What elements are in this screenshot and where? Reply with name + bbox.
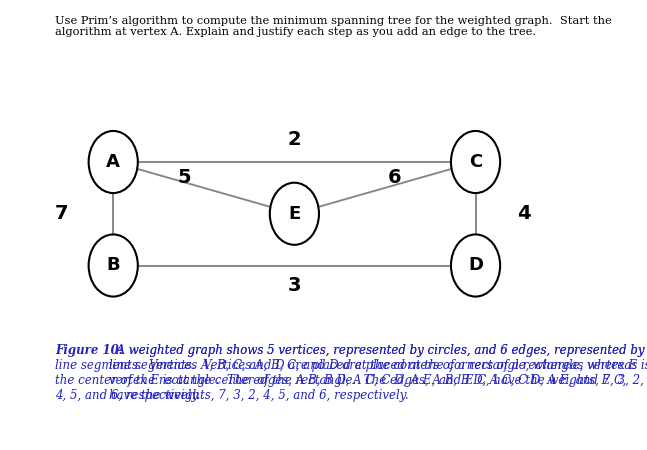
Text: A: A [106, 153, 120, 171]
Text: Figure 10:: Figure 10: [55, 344, 123, 357]
Ellipse shape [451, 234, 500, 297]
Text: algorithm at vertex A. Explain and justify each step as you add an edge to the t: algorithm at vertex A. Explain and justi… [55, 27, 536, 37]
Text: 7: 7 [55, 204, 68, 223]
Text: 5: 5 [177, 168, 192, 187]
Ellipse shape [451, 131, 500, 193]
Text: 6: 6 [388, 168, 402, 187]
Text: B: B [106, 256, 120, 274]
Text: D: D [468, 256, 483, 274]
Text: the center of the rectangle.  The edges, A B, B D, A C, C D, A E, and E C, have : the center of the rectangle. The edges, … [55, 374, 644, 387]
Text: 2: 2 [287, 130, 302, 149]
Text: line segments.  Vertices A, B, C, and D are placed at the corners of a rectangle: line segments. Vertices A, B, C, and D a… [55, 359, 647, 372]
Text: Use Prim’s algorithm to compute the minimum spanning tree for the weighted graph: Use Prim’s algorithm to compute the mini… [55, 16, 612, 26]
Text: 3: 3 [288, 276, 301, 295]
Ellipse shape [89, 234, 138, 297]
Text: 4, 5, and 6, respectively.: 4, 5, and 6, respectively. [55, 389, 201, 402]
Text: A weighted graph shows 5 vertices, represented by circles, and 6 edges, represen: A weighted graph shows 5 vertices, repre… [109, 344, 644, 357]
Text: 4: 4 [517, 204, 531, 223]
Text: E: E [289, 205, 300, 223]
Text: A weighted graph shows 5 vertices, represented by circles, and 6 edges, represen: A weighted graph shows 5 vertices, repre… [109, 344, 644, 402]
Ellipse shape [89, 131, 138, 193]
Ellipse shape [270, 183, 319, 245]
Text: C: C [469, 153, 482, 171]
